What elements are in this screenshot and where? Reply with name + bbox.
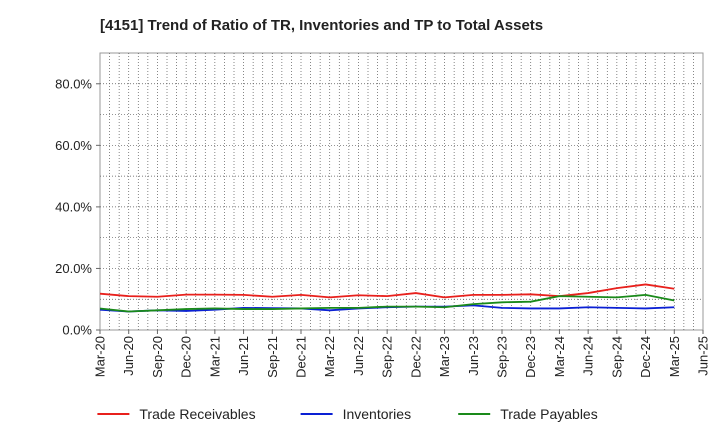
- x-tick-label: Sep-21: [265, 336, 280, 378]
- chart-title: [4151] Trend of Ratio of TR, Inventories…: [100, 17, 543, 34]
- series-line: [99, 283, 675, 299]
- x-tick-label: Jun-21: [236, 336, 251, 376]
- x-tick-label: Sep-20: [150, 336, 165, 378]
- x-tick-label: Dec-21: [294, 336, 309, 378]
- x-tick-label: Mar-24: [552, 336, 567, 377]
- x-tick-label: Mar-25: [667, 336, 682, 377]
- x-tick-label: Mar-22: [322, 336, 337, 377]
- x-tick-label: Dec-23: [523, 336, 538, 378]
- series-lines: [99, 283, 675, 313]
- x-tick-label: Mar-20: [93, 336, 108, 377]
- y-tick-label: 40.0%: [55, 199, 92, 214]
- y-tick-label: 20.0%: [55, 261, 92, 276]
- x-tick-label: Mar-21: [207, 336, 222, 377]
- x-tick-label: Jun-22: [351, 336, 366, 376]
- x-tick-label: Dec-24: [638, 336, 653, 378]
- x-tick-label: Mar-23: [437, 336, 452, 377]
- x-tick-label: Jun-25: [696, 336, 711, 376]
- series-line: [99, 294, 675, 313]
- legend: Trade Receivables Inventories Trade Payabl…: [97, 406, 598, 422]
- x-tick-label: Dec-22: [408, 336, 423, 378]
- x-tick-label: Dec-20: [179, 336, 194, 378]
- legend-label: Inventories: [343, 406, 411, 422]
- plot-area: [99, 52, 704, 331]
- x-tick-label: Sep-22: [380, 336, 395, 378]
- y-tick-label: 0.0%: [62, 323, 92, 338]
- gridlines: [100, 53, 703, 330]
- y-tick-label: 60.0%: [55, 138, 92, 153]
- y-tick-label: 80.0%: [55, 76, 92, 91]
- legend-label: Trade Payables: [500, 406, 598, 422]
- x-tick-label: Jun-24: [581, 336, 596, 376]
- axes: 0.0% 20.0% 40.0% 60.0% 80.0% Mar-20 Jun-20 Sep-…: [55, 76, 710, 378]
- x-tick-label: Sep-24: [609, 336, 624, 378]
- legend-label: Trade Receivables: [139, 406, 255, 422]
- x-tick-label: Jun-20: [121, 336, 136, 376]
- x-tick-label: Jun-23: [466, 336, 481, 376]
- x-tick-label: Sep-23: [495, 336, 510, 378]
